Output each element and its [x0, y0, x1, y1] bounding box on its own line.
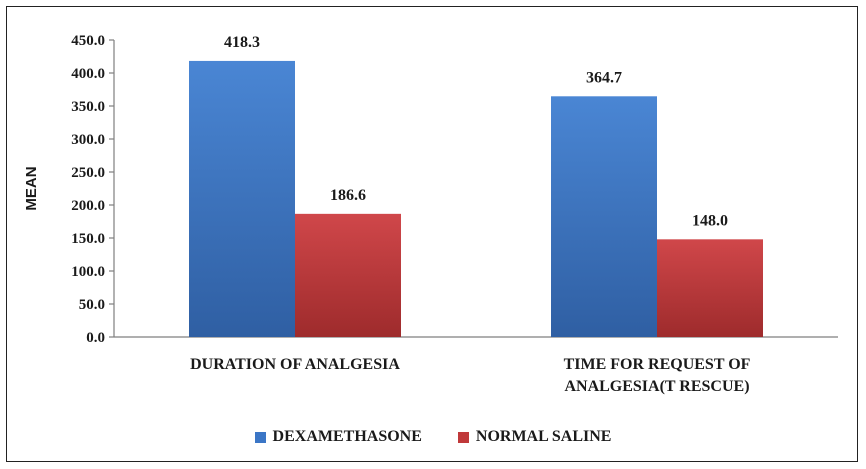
y-tick-label: 250.0: [71, 165, 105, 181]
y-tick-label: 200.0: [71, 198, 105, 214]
x-category-label: TIME FOR REQUEST OF: [564, 356, 751, 373]
y-tick-label: 450.0: [71, 33, 105, 49]
y-axis-title: MEAN: [23, 166, 40, 210]
y-tick-label: 300.0: [71, 132, 105, 148]
bar-series-1-cat-1: [189, 60, 295, 338]
bar-series-1-cat-2: [551, 96, 657, 337]
y-tick-label: 150.0: [71, 231, 105, 247]
bar-series-2-cat-2: [657, 239, 763, 337]
bars-layer: [189, 60, 763, 338]
y-tick-label: 50.0: [79, 297, 105, 313]
legend-item-series-1: DEXAMETHASONE: [254, 428, 422, 446]
legend-swatch-series-1: [254, 431, 266, 443]
legend-item-series-2: NORMAL SALINE: [457, 428, 612, 446]
data-label: 186.6: [330, 187, 366, 204]
x-category-label: DURATION OF ANALGESIA: [190, 356, 400, 373]
legend-label-series-2: NORMAL SALINE: [475, 428, 612, 445]
data-label: 418.3: [224, 34, 260, 51]
legend: DEXAMETHASONE NORMAL SALINE: [0, 428, 866, 446]
bar-series-2-cat-1: [295, 213, 401, 337]
y-tick-label: 400.0: [71, 66, 105, 82]
y-tick-label: 350.0: [71, 99, 105, 115]
labels-layer: 0.0 50.0 100.0 150.0 200.0 250.0 300.0 350.0 400…: [71, 33, 750, 395]
x-category-label: ANALGESIA(T RESCUE): [564, 378, 749, 395]
data-label: 148.0: [692, 212, 728, 229]
y-tick-label: 100.0: [71, 264, 105, 280]
chart-frame: [6, 6, 858, 462]
legend-label-series-1: DEXAMETHASONE: [272, 428, 422, 445]
legend-swatch-series-2: [457, 431, 469, 443]
data-label: 364.7: [586, 69, 622, 86]
y-tick-label: 0.0: [86, 330, 105, 346]
